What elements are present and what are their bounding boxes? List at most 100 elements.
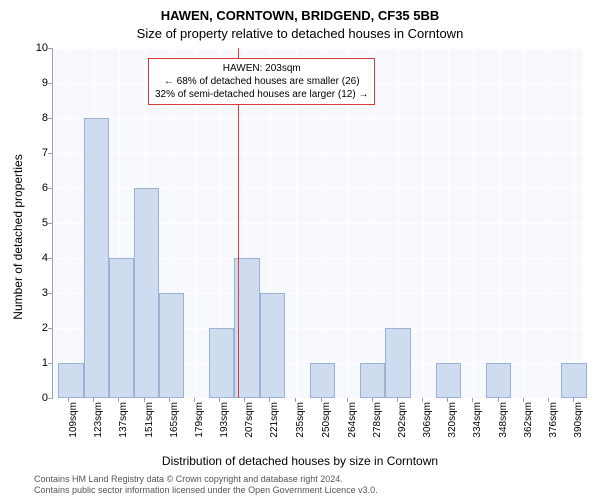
x-tick-label: 264sqm: [347, 402, 358, 438]
marker-callout-line: 32% of semi-detached houses are larger (…: [155, 88, 368, 101]
x-tick-mark: [219, 398, 220, 402]
y-tick-mark: [48, 223, 52, 224]
x-tick-mark: [372, 398, 373, 402]
grid-line-v: [473, 48, 474, 398]
x-tick-label: 193sqm: [219, 402, 230, 438]
y-tick-mark: [48, 153, 52, 154]
marker-callout: HAWEN: 203sqm← 68% of detached houses ar…: [148, 58, 375, 105]
attribution-text: Contains HM Land Registry data © Crown c…: [34, 474, 378, 496]
histogram-bar: [486, 363, 511, 398]
x-tick-mark: [194, 398, 195, 402]
chart-title-sub: Size of property relative to detached ho…: [0, 26, 600, 41]
y-tick-label: 3: [8, 287, 48, 299]
attribution-line: Contains HM Land Registry data © Crown c…: [34, 474, 378, 485]
x-tick-mark: [269, 398, 270, 402]
y-axis-label: Number of detached properties: [11, 137, 25, 337]
histogram-bar: [109, 258, 134, 398]
histogram-bar: [360, 363, 385, 398]
grid-line-v: [524, 48, 525, 398]
x-tick-label: 165sqm: [169, 402, 180, 438]
x-tick-label: 109sqm: [68, 402, 79, 438]
attribution-line: Contains public sector information licen…: [34, 485, 378, 496]
x-tick-mark: [68, 398, 69, 402]
y-tick-mark: [48, 328, 52, 329]
histogram-bar: [385, 328, 410, 398]
grid-line-h: [53, 118, 583, 119]
x-tick-label: 207sqm: [244, 402, 255, 438]
y-tick-label: 7: [8, 147, 48, 159]
histogram-bar: [134, 188, 159, 398]
y-tick-label: 10: [8, 42, 48, 54]
x-tick-label: 306sqm: [422, 402, 433, 438]
y-tick-label: 2: [8, 322, 48, 334]
x-tick-mark: [523, 398, 524, 402]
x-tick-mark: [169, 398, 170, 402]
grid-line-h: [53, 398, 583, 399]
plot-area: HAWEN: 203sqm← 68% of detached houses ar…: [52, 48, 583, 399]
x-tick-mark: [321, 398, 322, 402]
x-tick-mark: [498, 398, 499, 402]
y-tick-label: 0: [8, 392, 48, 404]
marker-callout-line: ← 68% of detached houses are smaller (26…: [155, 75, 368, 88]
x-tick-mark: [295, 398, 296, 402]
x-tick-label: 376sqm: [548, 402, 559, 438]
y-tick-label: 5: [8, 217, 48, 229]
y-tick-label: 4: [8, 252, 48, 264]
grid-line-h: [53, 223, 583, 224]
x-tick-label: 334sqm: [472, 402, 483, 438]
x-tick-label: 292sqm: [397, 402, 408, 438]
x-tick-mark: [422, 398, 423, 402]
x-tick-label: 278sqm: [372, 402, 383, 438]
histogram-bar: [310, 363, 335, 398]
y-tick-mark: [48, 293, 52, 294]
x-tick-label: 348sqm: [498, 402, 509, 438]
grid-line-v: [499, 48, 500, 398]
x-tick-label: 235sqm: [295, 402, 306, 438]
grid-line-h: [53, 153, 583, 154]
y-tick-mark: [48, 398, 52, 399]
histogram-bar: [58, 363, 83, 398]
histogram-bar: [260, 293, 285, 398]
x-tick-mark: [347, 398, 348, 402]
y-tick-label: 1: [8, 357, 48, 369]
y-tick-mark: [48, 48, 52, 49]
y-tick-mark: [48, 363, 52, 364]
x-tick-mark: [144, 398, 145, 402]
x-tick-label: 221sqm: [269, 402, 280, 438]
x-tick-label: 362sqm: [523, 402, 534, 438]
x-tick-label: 320sqm: [447, 402, 458, 438]
histogram-bar: [84, 118, 109, 398]
x-tick-mark: [548, 398, 549, 402]
x-axis-label: Distribution of detached houses by size …: [0, 454, 600, 468]
x-tick-label: 179sqm: [194, 402, 205, 438]
x-tick-mark: [397, 398, 398, 402]
histogram-bar: [561, 363, 586, 398]
chart-title-main: HAWEN, CORNTOWN, BRIDGEND, CF35 5BB: [0, 8, 600, 23]
grid-line-v: [448, 48, 449, 398]
x-tick-mark: [118, 398, 119, 402]
histogram-bar: [159, 293, 184, 398]
x-tick-mark: [244, 398, 245, 402]
grid-line-v: [423, 48, 424, 398]
grid-line-v: [549, 48, 550, 398]
x-tick-label: 390sqm: [573, 402, 584, 438]
y-tick-label: 6: [8, 182, 48, 194]
x-tick-label: 123sqm: [93, 402, 104, 438]
histogram-bar: [436, 363, 461, 398]
grid-line-h: [53, 48, 583, 49]
y-tick-mark: [48, 118, 52, 119]
grid-line-v: [69, 48, 70, 398]
x-tick-label: 137sqm: [118, 402, 129, 438]
y-tick-label: 9: [8, 77, 48, 89]
x-tick-mark: [573, 398, 574, 402]
x-tick-label: 250sqm: [321, 402, 332, 438]
x-tick-mark: [447, 398, 448, 402]
marker-callout-line: HAWEN: 203sqm: [155, 62, 368, 75]
y-tick-mark: [48, 83, 52, 84]
x-tick-mark: [93, 398, 94, 402]
histogram-bar: [209, 328, 234, 398]
grid-line-h: [53, 188, 583, 189]
x-tick-mark: [472, 398, 473, 402]
x-tick-label: 151sqm: [144, 402, 155, 438]
grid-line-v: [574, 48, 575, 398]
